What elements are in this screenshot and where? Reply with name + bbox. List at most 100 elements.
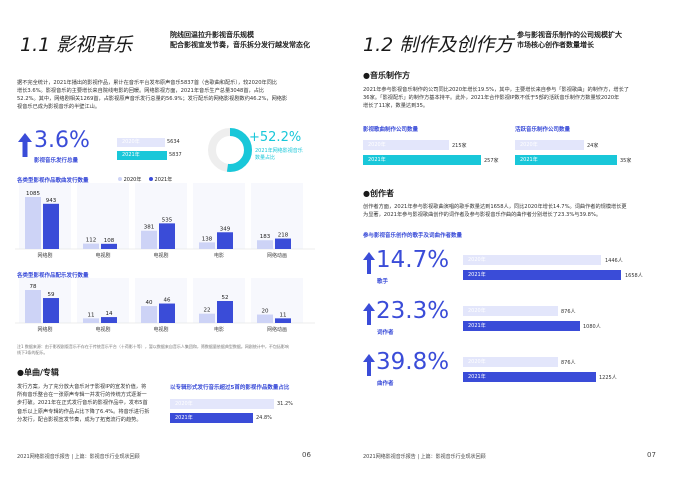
active-company-title: 活跃音乐制作公司数量 [515, 127, 571, 133]
song-chart-data-label: 535 [162, 217, 173, 223]
single-album-heading: ●单曲/专辑 [17, 368, 59, 377]
lyricist-growth: 23.3% [376, 298, 450, 324]
single-bar-2020-value: 31.2% [277, 401, 293, 407]
score-chart-bar [199, 313, 215, 323]
song-chart-data-label: 381 [144, 225, 155, 231]
score-chart-bar [83, 318, 99, 323]
legend-2021-swatch [148, 177, 153, 181]
song-chart-bar [141, 230, 157, 249]
singer-bar-2021: 2021年 [463, 270, 621, 280]
song-company-2020-value: 215家 [452, 143, 467, 149]
lyricist-bar-2020: 2020年 [463, 306, 558, 316]
score-chart-bar [159, 303, 175, 323]
song-chart-data-label: 183 [260, 234, 271, 240]
active-company-2020-value: 24家 [587, 143, 599, 149]
song-chart-bar [83, 243, 99, 249]
page-subtitle: 院线回温拉升影视音乐规模 配合影视宣发节奏，音乐拆分发行越发常态化 [170, 31, 310, 49]
footer-text: 2021网络影视音乐报告 | 上篇：影视音乐行业现状回顾 [363, 454, 486, 460]
up-arrow-icon [363, 252, 375, 274]
song-chart-category-label: 电视剧 [95, 252, 110, 259]
stat-total-caption: 影视音乐发行总量 [34, 158, 79, 164]
score-chart-data-label: 40 [146, 300, 153, 306]
lyricist-label: 词作者 [377, 330, 394, 336]
bar-2020-value: 5634 [167, 139, 180, 145]
music-producer-paragraph: 2021年参与影视音乐制作的公司同比2020年增长19.5%，其中，主要增长来自… [363, 87, 629, 109]
song-chart-bar [159, 223, 175, 249]
composer-bar-2021: 2021年 [463, 372, 596, 382]
composer-growth: 39.8% [376, 349, 450, 375]
score-chart-data-label: 52 [222, 295, 229, 301]
song-chart-data-label: 112 [86, 238, 97, 244]
score-chart-data-label: 59 [48, 292, 55, 298]
score-chart-data-label: 46 [164, 298, 171, 304]
singer-2020-value: 1446人 [605, 258, 623, 264]
singer-label: 歌手 [377, 279, 389, 285]
right-page: 1.2 制作及创作方 参与影视音乐制作的公司规模扩大 市场核心创作者数量增长 ●… [337, 0, 673, 492]
singer-2021-value: 1658人 [625, 273, 643, 279]
data-note: 注1 数据来源：由于影视剧版音乐不存在于传统音乐平台（十荷影十等），暂以数据来自… [17, 344, 289, 355]
up-arrow-icon [363, 354, 375, 376]
song-company-title: 影视歌曲制作公司数量 [363, 127, 419, 133]
song-chart-bar [199, 242, 215, 249]
music-producer-heading: ●音乐制作方 [363, 71, 410, 80]
single-bar-2021-value: 24.8% [256, 415, 272, 421]
song-company-2021-value: 257家 [484, 158, 499, 164]
active-company-bar-2021: 2021年 [515, 155, 617, 165]
score-chart-category-label: 电影 [214, 326, 224, 333]
song-chart-category-label: 电视剧 [153, 252, 168, 259]
composer-2021-value: 1225人 [599, 375, 617, 381]
song-chart-data-label: 1085 [26, 191, 40, 197]
score-chart-category-label: 电视剧 [95, 326, 110, 333]
score-chart-bar [43, 298, 59, 323]
creator-paragraph: 创作者方面，2021年参与影视歌曲演唱的歌手数量达到1658人，同比2020年增… [363, 204, 627, 218]
up-arrow-icon [18, 133, 32, 157]
song-company-bar-2021: 2021年 [363, 155, 481, 165]
song-company-bar-2020: 2020年 [363, 140, 449, 150]
composer-2020-value: 876人 [561, 360, 576, 366]
score-chart-bar [141, 306, 157, 323]
stat-network-caption: 2021年网络影视音乐 数量占比 [255, 148, 303, 161]
active-company-bar-2020: 2020年 [515, 140, 584, 150]
share-donut-chart [208, 128, 252, 172]
song-chart-bar [43, 203, 59, 249]
score-chart-category-label: 网络动画 [267, 326, 287, 333]
score-release-chart: 78 59 网络剧 11 14 电视剧 40 46 电视剧 22 52 电影 20 11 网络动画 [15, 278, 315, 333]
song-chart-category-label: 电影 [214, 252, 224, 259]
song-chart-bar [275, 238, 291, 249]
stat-network-share: +52.2% [249, 130, 302, 145]
bar-2021-value: 5837 [169, 152, 182, 158]
up-arrow-icon [363, 303, 375, 325]
score-chart-data-label: 14 [106, 311, 113, 317]
single-chart-title: 以专辑形式发行音乐超过5首的影视作品数量占比 [170, 385, 290, 391]
lyricist-bar-2021: 2021年 [463, 321, 580, 331]
song-chart-category-label: 网络剧 [37, 252, 52, 259]
bar-2021: 2021年 [117, 151, 167, 160]
score-chart-bar [257, 314, 273, 323]
intro-paragraph: 据不完全统计，2021年播出的影视作品，累计在音乐平台发布原声音乐5837首（含… [17, 80, 288, 110]
single-album-paragraph: 发行方案，为了充分放大音乐对于影视IP的宣发价值，将 所有音乐整合在一张原声专辑… [17, 384, 150, 423]
score-chart-data-label: 11 [280, 312, 287, 318]
score-chart-bar [101, 317, 117, 323]
score-chart-bar [217, 301, 233, 323]
score-chart-bar [275, 318, 291, 323]
song-chart-bar [25, 197, 41, 249]
song-chart-bar [101, 243, 117, 249]
score-chart-data-label: 22 [204, 308, 211, 314]
composer-label: 曲作者 [377, 381, 394, 387]
singer-bar-2020: 2020年 [463, 255, 601, 265]
song-chart-slot-bg [77, 183, 129, 249]
song-chart-data-label: 108 [104, 238, 115, 244]
score-chart-data-label: 20 [262, 309, 269, 315]
singer-growth: 14.7% [376, 247, 450, 273]
bar-2020: 2020年 [117, 138, 165, 147]
creator-heading: ●创作者 [363, 189, 394, 198]
active-company-2021-value: 35家 [620, 158, 632, 164]
song-chart-data-label: 138 [202, 236, 213, 242]
score-chart-category-label: 电视剧 [153, 326, 168, 333]
song-chart-data-label: 943 [46, 198, 57, 204]
score-chart-data-label: 78 [30, 284, 37, 290]
song-chart-slot-bg [251, 183, 303, 249]
creator-chart-title: 参与影视音乐创作的歌手及词曲作者数量 [363, 233, 463, 239]
left-page: 1.1 影视音乐 院线回温拉升影视音乐规模 配合影视宣发节奏，音乐拆分发行越发常… [0, 0, 336, 492]
footer-text: 2021网络影视音乐报告 | 上篇：影视音乐行业现状回顾 [17, 454, 140, 460]
